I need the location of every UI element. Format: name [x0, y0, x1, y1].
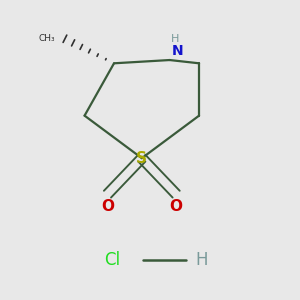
- Text: O: O: [170, 199, 183, 214]
- Text: O: O: [101, 199, 114, 214]
- Text: H: H: [196, 250, 208, 268]
- Text: CH₃: CH₃: [38, 34, 55, 43]
- Text: Cl: Cl: [104, 250, 121, 268]
- Text: S: S: [136, 151, 147, 166]
- Text: N: N: [171, 44, 183, 58]
- Text: H: H: [171, 34, 180, 44]
